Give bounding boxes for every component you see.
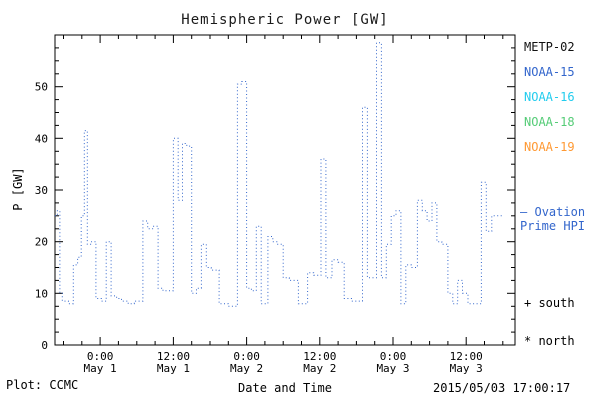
legend-item-noaa19: NOAA-19: [524, 140, 575, 154]
legend-item-metp02: METP-02: [524, 40, 575, 54]
legend-ovation-text2: Prime HPI: [520, 219, 586, 233]
y-tick-label: 20: [35, 236, 48, 249]
y-tick-label: 40: [35, 132, 48, 145]
x-tick-label: 0:00 May 3: [376, 350, 409, 375]
chart-title: Hemispheric Power [GW]: [181, 12, 389, 28]
legend-north-marker: * north: [524, 334, 575, 348]
legend-ovation-line1: – Ovation: [520, 205, 585, 219]
x-tick-label: 12:00 May 2: [303, 350, 336, 375]
legend-item-noaa18: NOAA-18: [524, 115, 575, 129]
plot-credit: Plot: CCMC: [6, 378, 79, 392]
x-axis-label: Date and Time: [238, 381, 332, 395]
hpi-line: [55, 42, 503, 307]
legend-item-noaa16: NOAA-16: [524, 90, 575, 104]
legend-south-marker: + south: [524, 296, 575, 310]
legend-satellites: METP-02 NOAA-15 NOAA-16 NOAA-18 NOAA-19: [524, 41, 575, 153]
y-tick-label: 50: [35, 81, 48, 94]
timestamp: 2015/05/03 17:00:17: [433, 381, 571, 395]
y-tick-label: 30: [35, 184, 48, 197]
legend-ovation-text1: Ovation: [534, 205, 586, 219]
y-tick-label: 10: [35, 287, 48, 300]
x-tick-label: 0:00 May 2: [230, 350, 263, 375]
x-tick-label: 12:00 May 1: [157, 350, 190, 375]
x-tick-label: 0:00 May 1: [84, 350, 117, 375]
legend-item-noaa15: NOAA-15: [524, 65, 575, 79]
x-tick-label: 12:00 May 3: [450, 350, 483, 375]
legend-ovation-hpi: – Ovation Prime HPI: [520, 205, 585, 233]
line-sample-dash-icon: –: [520, 205, 528, 219]
y-tick-label: 0: [41, 339, 48, 352]
plot-border: [54, 34, 516, 346]
y-axis-label: P [GW]: [11, 167, 25, 211]
